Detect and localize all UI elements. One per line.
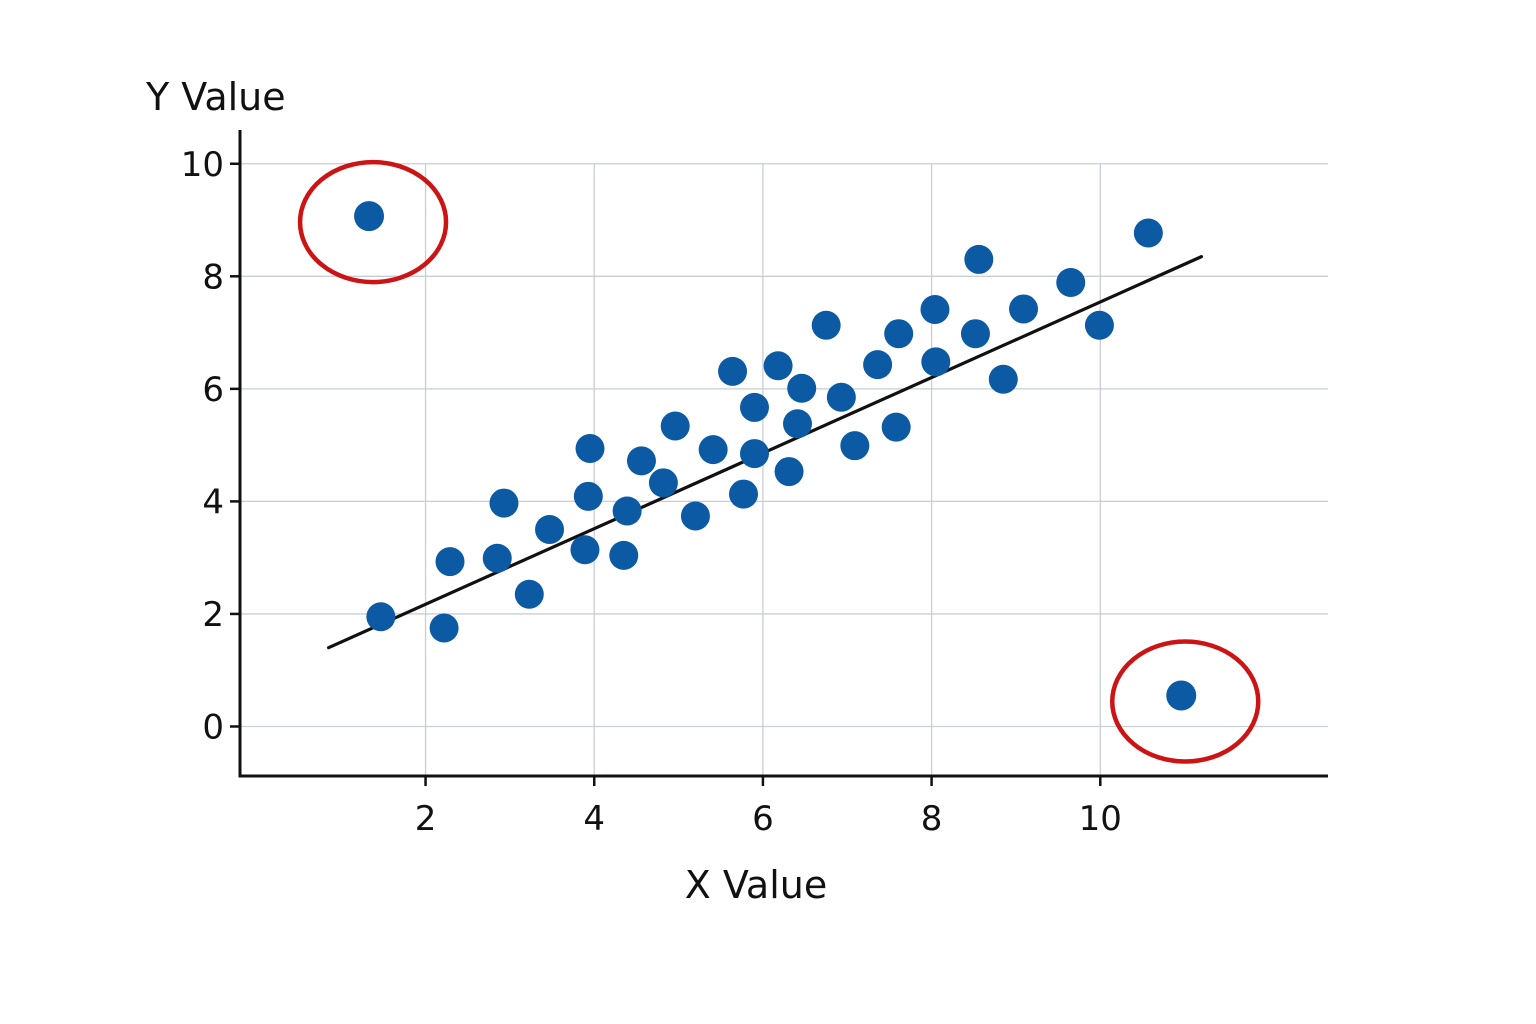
data-point-5 bbox=[514, 579, 544, 609]
data-point-7 bbox=[570, 535, 600, 565]
y-tick-label-2: 4 bbox=[202, 482, 224, 522]
data-point-33 bbox=[960, 319, 990, 349]
x-tick-label-3: 8 bbox=[921, 799, 943, 839]
x-tick-label-4: 10 bbox=[1079, 799, 1122, 839]
data-point-22 bbox=[774, 457, 804, 487]
data-point-4 bbox=[489, 488, 519, 518]
data-point-3 bbox=[482, 543, 512, 573]
y-tick-label-3: 6 bbox=[202, 370, 224, 410]
data-point-25 bbox=[811, 310, 841, 340]
data-point-32 bbox=[921, 347, 951, 377]
data-point-13 bbox=[648, 468, 678, 498]
data-point-12 bbox=[626, 446, 656, 476]
data-point-0 bbox=[366, 602, 396, 632]
data-point-11 bbox=[612, 496, 642, 526]
data-point-17 bbox=[718, 356, 748, 386]
data-point-31 bbox=[920, 295, 950, 325]
data-point-36 bbox=[1009, 294, 1039, 324]
data-point-27 bbox=[840, 431, 870, 461]
x-tick-label-1: 4 bbox=[583, 799, 605, 839]
outlier-points bbox=[297, 159, 1261, 764]
data-point-19 bbox=[739, 392, 769, 422]
tick-labels: 0 2 4 6 8 10 2 4 6 8 10 bbox=[181, 145, 1122, 839]
data-point-23 bbox=[782, 409, 812, 439]
y-tick-label-0: 0 bbox=[202, 707, 224, 747]
y-tick-label-4: 8 bbox=[202, 257, 224, 297]
x-axis-title: X Value bbox=[685, 863, 827, 907]
data-point-20 bbox=[739, 439, 769, 469]
axes bbox=[230, 130, 1328, 786]
grid-lines bbox=[240, 163, 1328, 776]
y-tick-label-5: 10 bbox=[181, 145, 224, 185]
outlier-ring-0 bbox=[297, 159, 449, 285]
outlier-ring-1 bbox=[1109, 639, 1261, 764]
data-point-39 bbox=[1133, 218, 1163, 248]
outlier-point-0 bbox=[354, 201, 385, 232]
data-point-18 bbox=[729, 479, 759, 509]
x-tick-label-0: 2 bbox=[415, 799, 437, 839]
data-point-30 bbox=[884, 319, 914, 349]
data-point-16 bbox=[698, 435, 728, 465]
data-point-38 bbox=[1084, 310, 1114, 340]
data-point-2 bbox=[435, 547, 465, 577]
data-point-14 bbox=[660, 411, 690, 441]
data-point-35 bbox=[988, 364, 1018, 394]
data-point-9 bbox=[575, 433, 605, 463]
data-point-24 bbox=[787, 373, 817, 403]
x-tick-label-2: 6 bbox=[752, 799, 774, 839]
data-point-21 bbox=[763, 351, 793, 381]
data-point-6 bbox=[535, 515, 565, 545]
outlier-point-1 bbox=[1166, 680, 1197, 711]
data-point-34 bbox=[964, 244, 994, 274]
data-point-29 bbox=[881, 412, 911, 442]
data-points bbox=[366, 218, 1163, 643]
data-point-15 bbox=[680, 501, 710, 531]
data-point-28 bbox=[863, 350, 893, 380]
data-point-10 bbox=[609, 540, 639, 570]
data-point-8 bbox=[573, 481, 603, 511]
data-point-26 bbox=[826, 382, 856, 412]
y-tick-label-1: 2 bbox=[202, 595, 224, 635]
data-point-37 bbox=[1056, 267, 1086, 297]
data-point-1 bbox=[429, 613, 459, 643]
y-axis-title: Y Value bbox=[145, 75, 286, 119]
